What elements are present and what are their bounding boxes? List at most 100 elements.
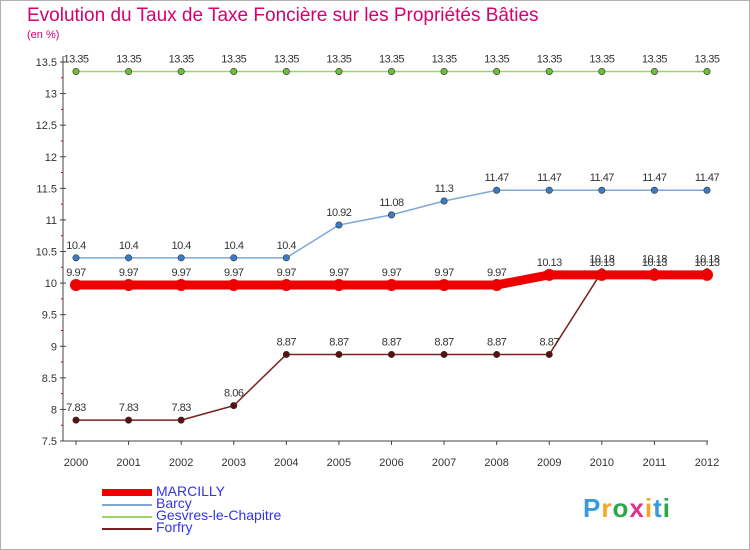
data-label-barcy: 11.47 <box>695 172 720 184</box>
data-point-barcy <box>440 197 448 205</box>
logo-letter: i <box>644 493 654 523</box>
data-label-forfry: 8.87 <box>329 336 349 348</box>
data-point-barcy <box>598 186 606 194</box>
y-tick-label: 11 <box>46 215 57 227</box>
x-tick-label: 2001 <box>116 457 140 469</box>
data-point-forfry <box>177 416 185 424</box>
data-point-barcy <box>493 186 501 194</box>
data-point-gesvres-le-chapitre <box>125 67 133 75</box>
data-point-forfry <box>72 416 80 424</box>
data-label-gesvres-le-chapitre: 13.35 <box>432 53 457 65</box>
data-label-forfry: 7.83 <box>66 402 86 414</box>
data-point-barcy <box>230 254 238 262</box>
data-label-forfry: 8.87 <box>540 336 560 348</box>
data-label-barcy: 10.4 <box>224 240 244 252</box>
proxiti-logo: Proxiti <box>583 493 671 524</box>
data-label-forfry: 8.87 <box>487 336 507 348</box>
data-point-gesvres-le-chapitre <box>703 67 711 75</box>
data-point-marcilly <box>122 278 135 291</box>
data-label-gesvres-le-chapitre: 13.35 <box>379 53 404 65</box>
chart-title: Evolution du Taux de Taxe Foncière sur l… <box>27 5 539 26</box>
data-label-forfry: 8.06 <box>224 388 244 400</box>
data-label-marcilly: 9.97 <box>66 267 86 279</box>
data-label-barcy: 10.4 <box>171 240 191 252</box>
data-point-barcy <box>72 254 80 262</box>
legend-swatch-marcilly <box>102 489 152 496</box>
data-point-gesvres-le-chapitre <box>335 67 343 75</box>
x-tick-label: 2004 <box>274 457 298 469</box>
data-label-marcilly: 9.97 <box>171 267 191 279</box>
data-point-gesvres-le-chapitre <box>545 67 553 75</box>
data-label-barcy: 10.4 <box>66 240 86 252</box>
data-label-barcy: 11.47 <box>590 172 615 184</box>
data-point-gesvres-le-chapitre <box>650 67 658 75</box>
logo-letter: x <box>629 493 645 523</box>
y-tick-label: 8 <box>51 404 57 416</box>
data-label-gesvres-le-chapitre: 13.35 <box>484 53 509 65</box>
data-label-forfry: 7.83 <box>171 402 191 414</box>
data-point-gesvres-le-chapitre <box>493 67 501 75</box>
x-tick-label: 2002 <box>169 457 193 469</box>
data-label-barcy: 11.3 <box>435 183 454 195</box>
legend-swatch-forfry <box>102 528 152 530</box>
data-label-gesvres-le-chapitre: 13.35 <box>63 53 88 65</box>
data-label-gesvres-le-chapitre: 13.35 <box>221 53 246 65</box>
data-point-marcilly <box>175 278 188 291</box>
data-label-barcy: 10.4 <box>119 240 139 252</box>
x-tick-label: 2009 <box>537 457 561 469</box>
logo-letter: o <box>612 493 630 523</box>
data-point-forfry <box>545 350 553 358</box>
data-label-barcy: 11.47 <box>642 172 667 184</box>
data-point-marcilly <box>490 278 503 291</box>
data-label-barcy: 11.08 <box>379 197 404 209</box>
data-point-forfry <box>282 350 290 358</box>
logo-letter: i <box>662 493 671 523</box>
x-tick-label: 2005 <box>327 457 351 469</box>
data-point-gesvres-le-chapitre <box>177 67 185 75</box>
x-tick-label: 2007 <box>432 457 456 469</box>
y-tick-label: 9 <box>51 341 57 353</box>
x-tick-label: 2011 <box>643 457 667 469</box>
data-point-forfry <box>387 350 395 358</box>
data-label-marcilly: 9.97 <box>119 267 139 279</box>
data-point-barcy <box>703 186 711 194</box>
data-label-marcilly: 10.13 <box>537 257 562 269</box>
data-point-gesvres-le-chapitre <box>72 67 80 75</box>
data-label-barcy: 10.4 <box>277 240 297 252</box>
legend-label-forfry: Forfry <box>156 519 193 535</box>
y-tick-label: 8.5 <box>42 373 57 385</box>
data-label-forfry: 10.18 <box>589 254 614 266</box>
data-point-barcy <box>545 186 553 194</box>
data-label-marcilly: 9.97 <box>487 267 507 279</box>
data-point-marcilly <box>595 268 608 281</box>
data-point-gesvres-le-chapitre <box>598 67 606 75</box>
data-label-gesvres-le-chapitre: 13.35 <box>274 53 299 65</box>
data-label-gesvres-le-chapitre: 13.35 <box>116 53 141 65</box>
x-tick-label: 2000 <box>64 457 88 469</box>
data-point-barcy <box>650 186 658 194</box>
legend-label-barcy: Barcy <box>156 495 192 511</box>
data-label-marcilly: 9.97 <box>382 267 402 279</box>
data-point-barcy <box>125 254 133 262</box>
data-label-gesvres-le-chapitre: 13.35 <box>642 53 667 65</box>
y-tick-label: 9.5 <box>42 310 57 322</box>
data-point-forfry <box>335 350 343 358</box>
data-point-gesvres-le-chapitre <box>440 67 448 75</box>
data-label-forfry: 7.83 <box>119 402 139 414</box>
data-label-gesvres-le-chapitre: 13.35 <box>589 53 614 65</box>
legend-label-marcilly: MARCILLY <box>156 483 225 499</box>
data-point-marcilly <box>438 278 451 291</box>
legend-swatch-gesvres <box>102 516 152 518</box>
data-label-forfry: 10.18 <box>642 254 667 266</box>
data-point-gesvres-le-chapitre <box>387 67 395 75</box>
data-label-marcilly: 9.97 <box>277 267 297 279</box>
data-point-barcy <box>177 254 185 262</box>
data-label-barcy: 11.47 <box>485 172 510 184</box>
data-label-barcy: 10.92 <box>326 207 351 219</box>
data-point-marcilly <box>280 278 293 291</box>
data-point-marcilly <box>385 278 398 291</box>
data-point-forfry <box>125 416 133 424</box>
data-label-forfry: 8.87 <box>382 336 402 348</box>
y-tick-label: 10.5 <box>36 247 57 259</box>
